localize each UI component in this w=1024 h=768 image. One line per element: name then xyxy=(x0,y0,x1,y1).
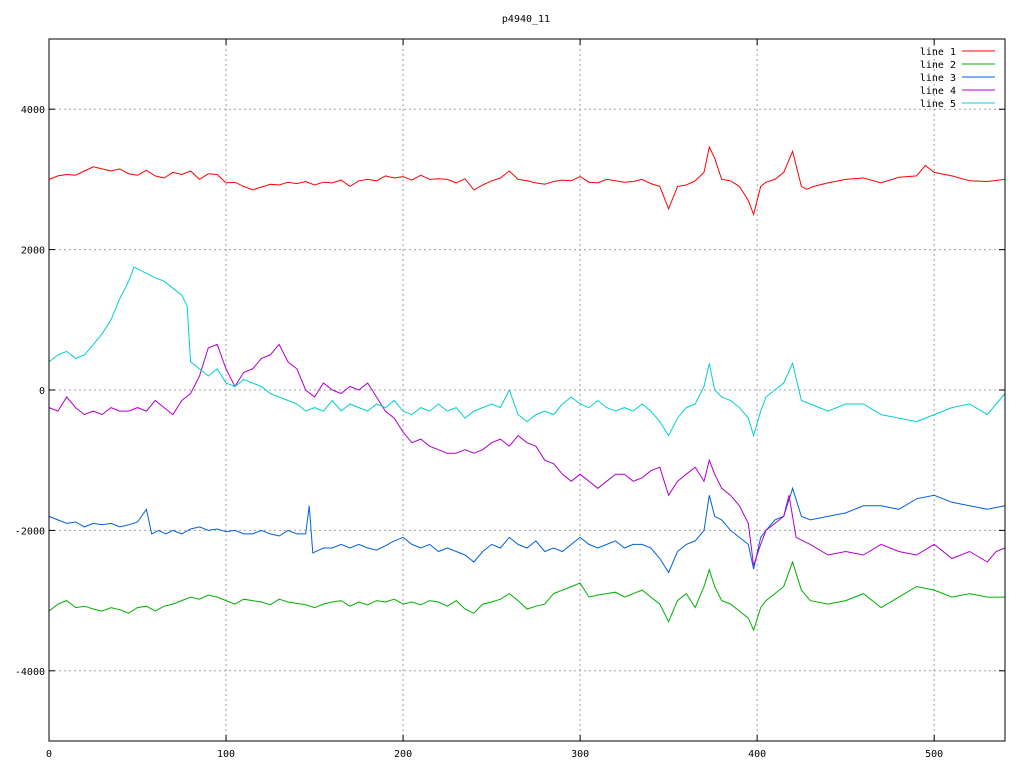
series-line-1 xyxy=(48,145,1006,217)
x-tick-label: 100 xyxy=(217,749,235,760)
legend-label-4: line 4 xyxy=(920,86,956,97)
y-tick-label: -4000 xyxy=(15,667,45,678)
chart-title: p4940_11 xyxy=(502,14,550,25)
axis-ticks: 0 100 200 300 400 500 -4000 -2000 0 2000 4000 xyxy=(15,39,1005,760)
x-tick-label: 200 xyxy=(394,749,412,760)
series-line-3 xyxy=(48,486,1006,574)
grid-lines xyxy=(49,39,1005,741)
series-line-5 xyxy=(48,266,1006,438)
y-tick-label: 2000 xyxy=(21,246,45,257)
legend: line 1 line 2 line 3 line 4 line 5 xyxy=(920,47,995,110)
plot-frame xyxy=(48,38,1006,742)
series-line-4 xyxy=(48,343,1006,566)
legend-label-5: line 5 xyxy=(920,99,956,110)
x-tick-label: 500 xyxy=(925,749,943,760)
y-tick-label: -2000 xyxy=(15,526,45,537)
legend-label-3: line 3 xyxy=(920,73,956,84)
legend-label-1: line 1 xyxy=(920,47,956,58)
x-tick-label: 0 xyxy=(46,749,52,760)
y-tick-label: 0 xyxy=(39,386,45,397)
series-lines xyxy=(48,145,1006,632)
y-tick-label: 4000 xyxy=(21,105,45,116)
x-tick-label: 400 xyxy=(748,749,766,760)
series-line-2 xyxy=(48,560,1005,632)
x-tick-label: 300 xyxy=(571,749,589,760)
legend-label-2: line 2 xyxy=(920,60,956,71)
